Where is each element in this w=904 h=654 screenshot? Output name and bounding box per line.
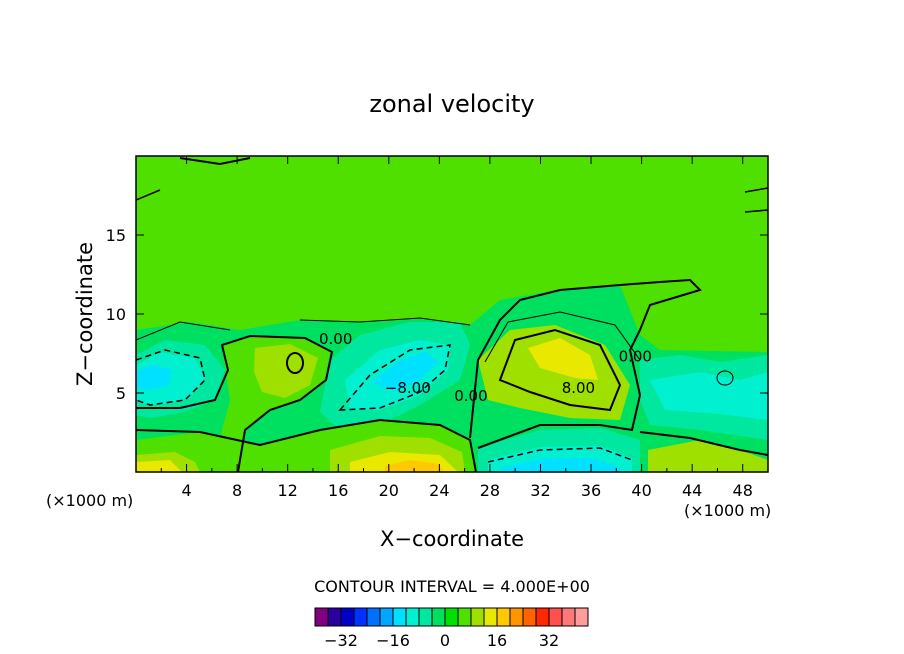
colorbar-tick-label: −32	[324, 631, 358, 650]
region-right-positive	[478, 325, 630, 420]
contour-top-right	[744, 187, 768, 213]
colorbar-swatch	[496, 607, 511, 627]
contour-small-loop	[286, 352, 304, 374]
contour-far-right	[639, 431, 768, 456]
contour-zero-line	[136, 334, 334, 472]
colorbar-swatch	[366, 607, 381, 627]
chart-title: zonal velocity	[369, 90, 534, 118]
colorbar-swatch	[483, 607, 498, 627]
x-tick-label: 44	[682, 481, 702, 500]
colorbar-swatch	[444, 607, 459, 627]
x-tick-label: 48	[733, 481, 753, 500]
contour-lines	[136, 157, 768, 472]
region-left-core	[136, 352, 205, 405]
colorbar-swatch	[509, 607, 524, 627]
colorbar-swatch	[548, 607, 563, 627]
x-tick-label: 20	[379, 481, 399, 500]
contour-neg-right	[487, 447, 633, 463]
contour-small-loop-2	[716, 370, 734, 386]
colorbar-swatch	[353, 607, 368, 627]
region-far-right-core	[650, 372, 768, 420]
x-unit-left: (×1000 m)	[46, 491, 133, 510]
colorbar-swatch	[535, 607, 550, 627]
contour-thin-1	[136, 317, 471, 341]
contour-zero-line-2	[136, 418, 477, 472]
contour-thin-2	[484, 311, 641, 363]
y-axis-ticks: 5 10 15	[106, 226, 768, 403]
x-tick-label: 40	[631, 481, 651, 500]
contour-label-layer: 0.00 −8.00 0.00 8.00 0.00	[319, 330, 652, 405]
x-tick-label: 12	[278, 481, 298, 500]
colorbar-swatch	[574, 607, 589, 627]
y-tick-label: 10	[106, 305, 126, 324]
x-tick-label: 24	[429, 481, 449, 500]
x-tick-label: 32	[530, 481, 550, 500]
colorbar-swatch	[470, 607, 485, 627]
contour-top-line	[179, 157, 251, 166]
x-tick-label: 4	[181, 481, 191, 500]
region-bottom-right-core-inner	[500, 458, 620, 472]
contour-interval-note: CONTOUR INTERVAL = 4.000E+00	[314, 577, 590, 596]
colorbar-tick-label: 0	[440, 631, 450, 650]
colorbar-swatch	[418, 607, 433, 627]
region-mid-core-inner	[372, 352, 438, 392]
colorbar-swatch	[431, 607, 446, 627]
region-left-core-inner	[136, 365, 172, 390]
contour-top-left	[136, 189, 161, 201]
region-far-right-positive	[648, 440, 768, 472]
plot-area: 0.00−8.00 0.00 8.000.00 4 8 12 16 20 24 28 32 36 40…	[106, 155, 769, 500]
colorbar-swatch	[327, 607, 342, 627]
colorbar-tick-label: 16	[487, 631, 507, 650]
x-tick-label: 16	[328, 481, 348, 500]
x-tick-label: 28	[480, 481, 500, 500]
colorbar-tick-label: −16	[376, 631, 410, 650]
contour-label: 0.00	[319, 330, 352, 348]
colorbar-swatch	[561, 607, 576, 627]
colorbar-swatch	[457, 607, 472, 627]
colorbar-swatch	[314, 607, 329, 627]
region-bottom-left-peak	[136, 460, 182, 472]
x-tick-label: 8	[232, 481, 242, 500]
contour-zero-line-3	[469, 278, 702, 449]
region-right-positive-inner	[528, 338, 598, 380]
colorbar-swatch	[340, 607, 355, 627]
colorbar-swatch	[405, 607, 420, 627]
contour-positive-8	[498, 328, 622, 412]
colorbar-swatch	[379, 607, 394, 627]
contour-neg-8	[338, 344, 451, 411]
y-tick-label: 15	[106, 226, 126, 245]
y-tick-label: 5	[116, 384, 126, 403]
region-lower-positive-peak	[385, 460, 444, 472]
x-axis-label: X−coordinate	[380, 527, 524, 551]
x-tick-label: 36	[581, 481, 601, 500]
colorbar: −32 −16 0 16 32	[314, 607, 589, 650]
contour-neg-left	[136, 349, 206, 406]
y-axis-label: Z−coordinate	[73, 242, 97, 386]
x-axis-ticks: 4 8 12 16 20 24 28 32 36 40 44 48	[160, 156, 753, 500]
colorbar-swatch	[392, 607, 407, 627]
contour-label: 8.00	[562, 379, 595, 397]
region-upper-band	[136, 156, 768, 355]
x-unit-right: (×1000 m)	[684, 501, 771, 520]
colorbar-swatch	[522, 607, 537, 627]
contour-label: 0.00	[619, 347, 652, 365]
contour-fill	[136, 156, 768, 472]
colorbar-tick-label: 32	[539, 631, 559, 650]
contour-label: 0.00	[454, 387, 487, 405]
contour-label: −8.00	[385, 379, 431, 397]
